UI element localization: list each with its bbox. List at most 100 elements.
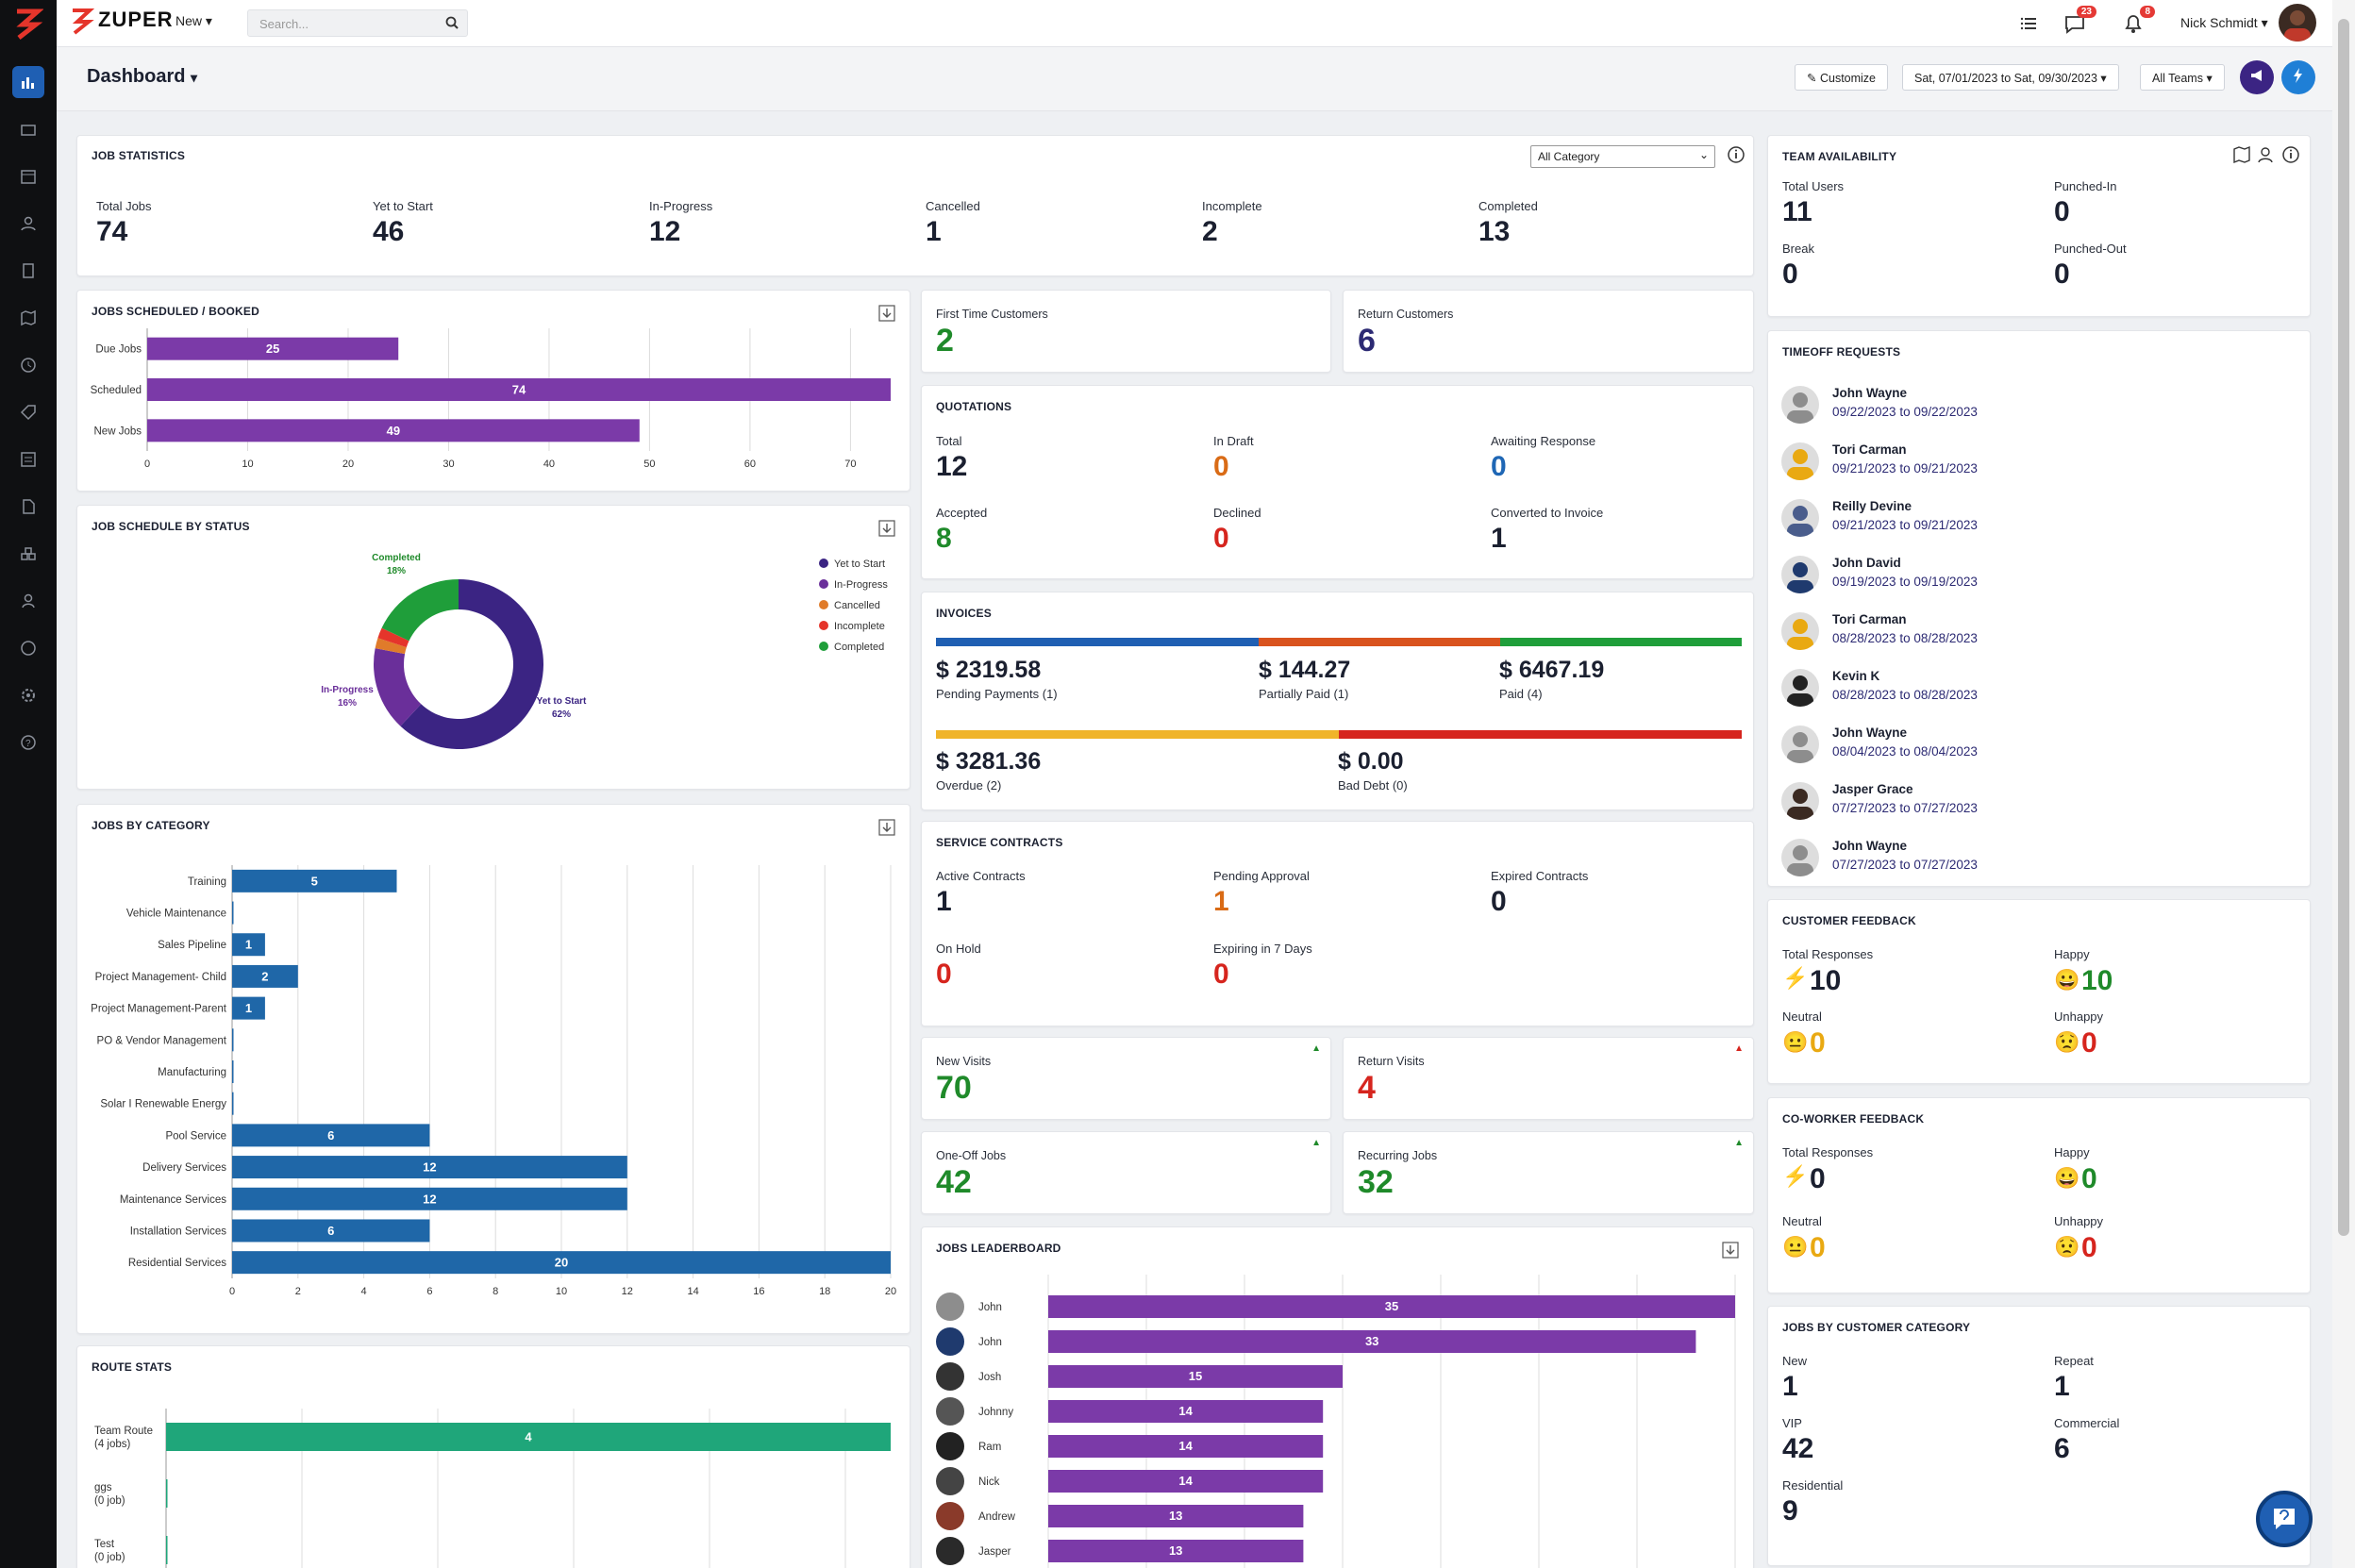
bell-icon[interactable]: 8 bbox=[2121, 6, 2155, 36]
cw-unhappy-label: Unhappy bbox=[2054, 1214, 2104, 1228]
timeoff-item[interactable]: John Wayne 08/04/2023 to 08/04/2023 bbox=[1781, 724, 2272, 776]
expiring-value: 0 bbox=[1213, 959, 1229, 990]
job-stat-value[interactable]: 2 bbox=[1202, 216, 1218, 247]
job-stat-value[interactable]: 46 bbox=[373, 216, 405, 247]
job-status-donut: Completed 18% In-Progress 16% Yet to Start 62… bbox=[321, 553, 587, 749]
category-label: Team Route bbox=[94, 1426, 153, 1437]
map-icon[interactable] bbox=[2232, 145, 2251, 169]
bar bbox=[147, 337, 399, 360]
legend-item[interactable]: Yet to Start bbox=[819, 559, 885, 570]
zuper-logo-icon[interactable] bbox=[13, 8, 43, 42]
invoice-bar-segment bbox=[936, 730, 1339, 739]
cc-new-label: New bbox=[1782, 1354, 1808, 1368]
tag-icon bbox=[12, 396, 44, 428]
bar-value-label: 14 bbox=[1178, 1474, 1193, 1488]
bolt-icon: ⚡ bbox=[1782, 966, 1809, 990]
route-stats-chart: 4 Team Route (4 jobs) ggs (0 job) Test (0 job) bbox=[94, 1409, 891, 1568]
nav-contracts[interactable] bbox=[0, 483, 57, 530]
nav-reports[interactable] bbox=[0, 436, 57, 483]
download-icon[interactable] bbox=[877, 519, 896, 538]
nav-help[interactable]: ? bbox=[0, 719, 57, 766]
messages-badge: 23 bbox=[2076, 6, 2096, 18]
nav-map[interactable] bbox=[0, 294, 57, 342]
bar bbox=[232, 1251, 891, 1275]
bar bbox=[1048, 1470, 1324, 1493]
category-label: Delivery Services bbox=[142, 1162, 226, 1174]
legend-item[interactable]: Cancelled bbox=[819, 600, 880, 611]
category-select[interactable]: All Category ⌄ bbox=[1530, 145, 1715, 168]
timeoff-item[interactable]: John Wayne 09/22/2023 to 09/22/2023 bbox=[1781, 384, 2272, 437]
nav-settings[interactable] bbox=[0, 672, 57, 719]
timeoff-item[interactable]: Jasper Grace 07/27/2023 to 07/27/2023 bbox=[1781, 780, 2272, 833]
new-dropdown[interactable]: New ▾ bbox=[175, 13, 212, 29]
nav-team[interactable] bbox=[0, 577, 57, 625]
info-icon[interactable] bbox=[1727, 145, 1745, 169]
nav-dashboard[interactable] bbox=[0, 58, 57, 106]
customize-button[interactable]: ✎ Customize bbox=[1795, 64, 1889, 91]
user-menu[interactable]: Nick Schmidt ▾ bbox=[2180, 15, 2268, 31]
nav-calendar[interactable] bbox=[0, 153, 57, 200]
job-stat-label: Yet to Start bbox=[373, 199, 433, 213]
job-stat-value[interactable]: 74 bbox=[96, 216, 128, 247]
caret-down-icon: ▾ bbox=[2261, 15, 2268, 30]
page-scrollbar[interactable] bbox=[2332, 0, 2355, 1568]
bar bbox=[1048, 1365, 1343, 1388]
date-range-picker[interactable]: Sat, 07/01/2023 to Sat, 09/30/2023 ▾ bbox=[1902, 64, 2119, 91]
bar-value-label: 33 bbox=[1365, 1334, 1378, 1348]
chat-support-button[interactable] bbox=[2256, 1491, 2313, 1547]
zuper-mark-icon bbox=[72, 8, 94, 35]
nav-invoices[interactable] bbox=[0, 247, 57, 294]
nav-tags[interactable] bbox=[0, 389, 57, 436]
messages-icon[interactable]: 23 bbox=[2063, 6, 2096, 36]
nav-customers[interactable] bbox=[0, 200, 57, 247]
teams-dropdown[interactable]: All Teams ▾ bbox=[2140, 64, 2225, 91]
nav-history[interactable] bbox=[0, 625, 57, 672]
download-icon[interactable] bbox=[877, 304, 896, 323]
job-stat-value[interactable]: 13 bbox=[1478, 216, 1511, 247]
user-search-icon[interactable] bbox=[2257, 145, 2276, 169]
new-visits-label: New Visits bbox=[936, 1055, 992, 1068]
search-input[interactable]: Search... bbox=[247, 9, 468, 37]
announcement-button[interactable] bbox=[2240, 60, 2274, 94]
timeoff-item[interactable]: John Wayne 07/27/2023 to 07/27/2023 bbox=[1781, 837, 2272, 890]
nav-assets[interactable] bbox=[0, 530, 57, 577]
cc-vip-label: VIP bbox=[1782, 1416, 1802, 1430]
list-icon[interactable] bbox=[2017, 11, 2042, 36]
bar-value-label: 20 bbox=[555, 1256, 568, 1270]
on-hold-value: 0 bbox=[936, 959, 952, 990]
dashboard-selector[interactable]: Dashboard ▾ bbox=[87, 66, 197, 88]
search-icon[interactable] bbox=[445, 16, 459, 32]
legend-item[interactable]: Completed bbox=[819, 642, 884, 653]
timeoff-item[interactable]: Reilly Devine 09/21/2023 to 09/21/2023 bbox=[1781, 497, 2272, 550]
timeoff-name: John Wayne bbox=[1832, 386, 1908, 400]
timeoff-item[interactable]: Kevin K 08/28/2023 to 08/28/2023 bbox=[1781, 667, 2272, 720]
job-stat-label: Completed bbox=[1478, 199, 1538, 213]
overdue-label: Overdue (2) bbox=[936, 778, 1002, 792]
timeoff-item[interactable]: Tori Carman 09/21/2023 to 09/21/2023 bbox=[1781, 441, 2272, 493]
job-stat-value[interactable]: 12 bbox=[649, 216, 681, 247]
legend-item[interactable]: Incomplete bbox=[819, 621, 885, 632]
job-stat-value[interactable]: 1 bbox=[926, 216, 942, 247]
job-statistics-card: JOB STATISTICS All Category ⌄ Total Jobs 7… bbox=[76, 135, 1754, 276]
nav-timesheets[interactable] bbox=[0, 342, 57, 389]
timeoff-item[interactable]: John David 09/19/2023 to 09/19/2023 bbox=[1781, 554, 2272, 607]
users-icon bbox=[12, 208, 44, 240]
brand-name[interactable]: ZUPER bbox=[98, 8, 174, 31]
bar bbox=[232, 1124, 430, 1147]
nav-jobs[interactable] bbox=[0, 106, 57, 153]
category-label: Project Management-Parent bbox=[91, 1004, 227, 1015]
category-label: Scheduled bbox=[91, 385, 142, 396]
service-contracts-card: SERVICE CONTRACTS Active Contracts 1 Pen… bbox=[921, 821, 1754, 1026]
bar-value-label: 2 bbox=[261, 969, 268, 983]
info-icon[interactable] bbox=[2281, 145, 2300, 169]
card-title: JOB SCHEDULE BY STATUS bbox=[92, 520, 250, 533]
timeoff-item[interactable]: Tori Carman 08/28/2023 to 08/28/2023 bbox=[1781, 610, 2272, 663]
scrollbar-thumb[interactable] bbox=[2338, 19, 2349, 1236]
cf-unhappy-value: 0 bbox=[2081, 1027, 2097, 1059]
download-icon[interactable] bbox=[1721, 1241, 1740, 1259]
legend-item[interactable]: In-Progress bbox=[819, 579, 888, 591]
quick-action-button[interactable] bbox=[2281, 60, 2315, 94]
user-avatar[interactable] bbox=[2279, 4, 2316, 42]
avatar bbox=[1781, 726, 1819, 763]
download-icon[interactable] bbox=[877, 818, 896, 837]
